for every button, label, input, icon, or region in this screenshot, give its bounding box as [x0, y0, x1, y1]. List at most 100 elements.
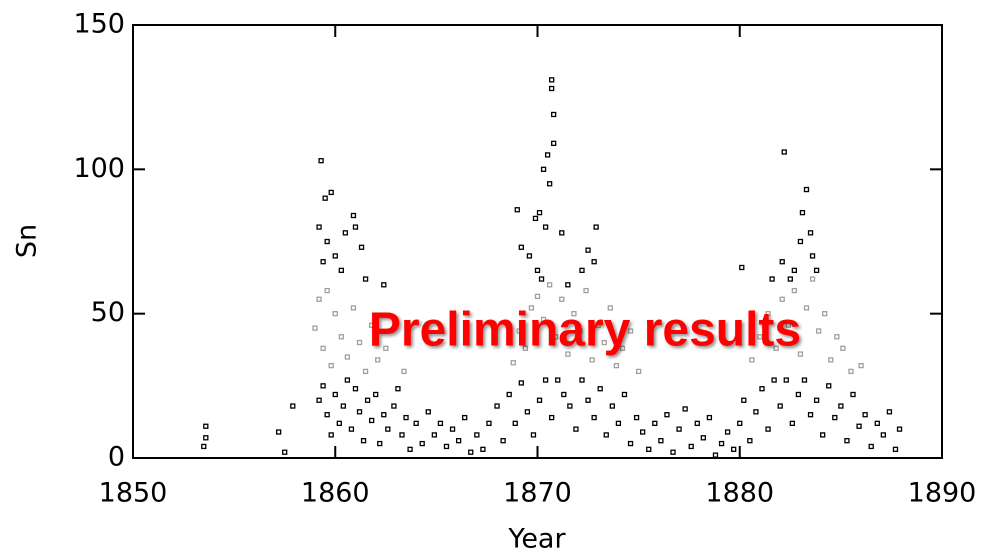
scatter-point: [534, 293, 541, 299]
scatter-point: [892, 446, 899, 452]
scatter-point: [565, 351, 571, 357]
scatter-point: [868, 443, 874, 450]
scatter-point: [494, 403, 500, 409]
scatter-point: [664, 412, 670, 418]
scatter-point: [747, 438, 753, 444]
scatter-point: [340, 403, 346, 409]
scatter-point: [510, 360, 516, 366]
scatter-point: [840, 345, 846, 351]
scatter-point: [352, 386, 359, 392]
scatter-point: [826, 383, 832, 389]
scatter-point: [640, 429, 646, 435]
plot-points: [201, 77, 903, 458]
scatter-point: [880, 432, 886, 438]
scatter-point: [850, 391, 856, 398]
scatter-point: [765, 311, 771, 317]
scatter-point: [360, 438, 367, 444]
scatter-point: [348, 426, 355, 432]
x-tick-label: 1860: [301, 478, 370, 509]
scatter-point: [338, 267, 344, 274]
scatter-point: [670, 449, 676, 455]
scatter-point: [597, 386, 603, 392]
scatter-point: [530, 432, 537, 438]
scatter-point: [615, 420, 622, 427]
scatter-point: [591, 259, 597, 265]
y-axis-label: Sn: [12, 224, 43, 258]
scatter-point: [290, 403, 296, 409]
scatter-point: [324, 412, 330, 418]
scatter-point: [559, 296, 565, 302]
scatter-point: [443, 443, 450, 450]
scatter-point: [627, 440, 634, 447]
scatter-point: [834, 334, 840, 340]
scatter-point: [356, 409, 363, 415]
x-tick-label: 1850: [99, 478, 168, 509]
scatter-point: [862, 412, 868, 418]
y-tick-label: 150: [73, 9, 125, 40]
scatter-point: [332, 391, 338, 398]
scatter-point: [783, 377, 789, 383]
scatter-point: [385, 426, 391, 432]
scatter-point: [356, 339, 363, 346]
x-axis-label: Year: [507, 524, 566, 555]
scatter-point: [874, 420, 880, 427]
scatter-point: [579, 267, 585, 274]
scatter-point: [815, 328, 822, 334]
scatter-point: [549, 414, 555, 421]
scatter-point: [344, 377, 351, 383]
scatter-point: [619, 345, 626, 351]
scatter-point: [822, 311, 828, 317]
plot-frame: [132, 24, 943, 459]
scatter-point: [577, 328, 583, 334]
y-tick-label: 50: [91, 297, 125, 328]
scatter-point: [646, 446, 652, 452]
annotation: Preliminary results: [369, 304, 801, 357]
scatter-point: [773, 345, 779, 351]
scatter-point: [320, 259, 326, 265]
scatter-point: [757, 334, 763, 340]
scatter-point: [787, 276, 793, 282]
scatter-point: [795, 391, 802, 398]
scatter-point: [506, 391, 512, 398]
scatter-point: [518, 244, 524, 250]
scatter-point: [332, 311, 338, 317]
y-tick-label: 0: [108, 442, 125, 473]
scatter-point: [395, 386, 401, 392]
scatter-point: [522, 345, 529, 351]
scatter-point: [546, 282, 553, 288]
scatter-point: [377, 440, 383, 447]
scatter-point: [652, 420, 658, 427]
scatter-point: [583, 287, 589, 294]
scatter-point: [536, 209, 543, 216]
scatter-point: [593, 224, 599, 230]
scatter-point: [718, 440, 725, 447]
scatter-point: [779, 259, 785, 265]
scatter-point: [528, 305, 535, 311]
scatter-point: [739, 264, 745, 271]
scatter-point: [369, 417, 375, 424]
scatter-point: [809, 276, 816, 282]
scatter-point: [886, 409, 893, 415]
scatter-point: [544, 152, 551, 158]
scatter-point: [381, 412, 387, 418]
scatter-point: [737, 420, 743, 427]
scatter-point: [676, 426, 682, 432]
scatter-point: [791, 267, 798, 274]
scatter-point: [585, 247, 591, 253]
scatter-point: [369, 322, 375, 328]
scatter-point: [449, 426, 456, 432]
scatter-point: [332, 253, 338, 259]
scatter-point: [712, 452, 719, 458]
scatter-point: [514, 207, 520, 213]
scatter-point: [828, 357, 834, 363]
scatter-point: [635, 368, 642, 375]
scatter-point: [799, 209, 806, 216]
scatter-point: [779, 296, 785, 302]
scatter-point: [789, 420, 795, 427]
scatter-point: [565, 282, 571, 288]
scatter-point: [591, 414, 597, 421]
scatter-point: [316, 224, 322, 230]
scatter-point: [524, 409, 531, 415]
scatter-point: [785, 322, 791, 328]
scatter-point: [431, 432, 438, 438]
